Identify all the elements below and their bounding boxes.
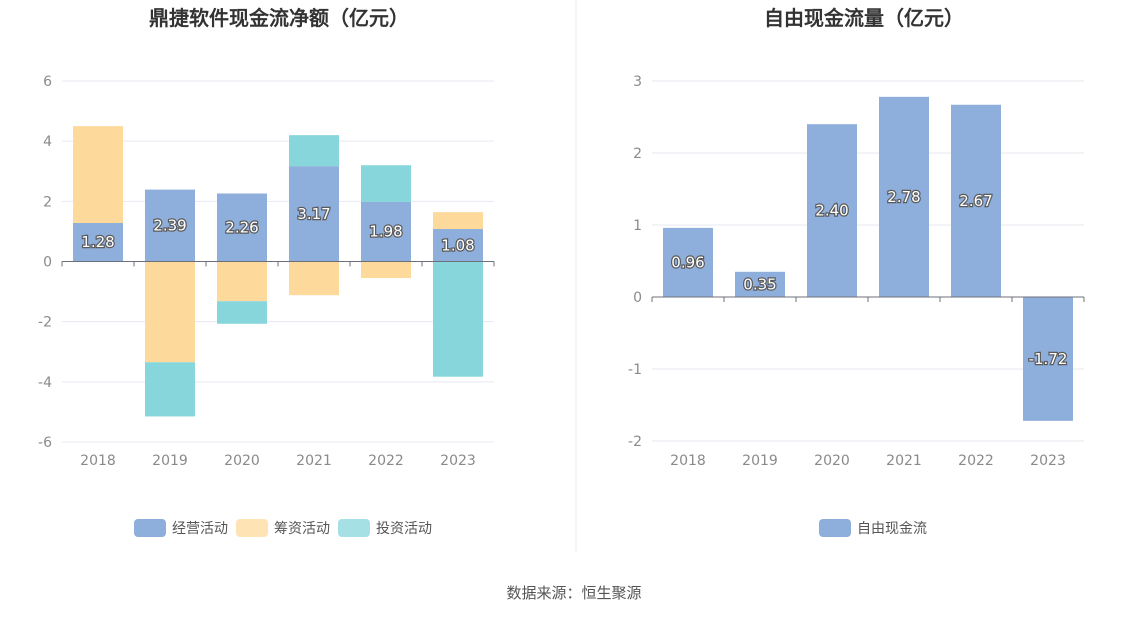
legend-swatch[interactable] [338,519,370,537]
data-label: 2.26 [225,219,258,237]
y-tick-label: 1 [633,218,642,234]
cashflow-net-y-axis: 6 4 2 0 -2 -4 -6 [38,74,52,451]
x-tick-label: 2020 [814,453,850,469]
x-tick-label: 2023 [440,453,476,469]
legend-label[interactable]: 投资活动 [376,521,432,537]
bar-0-2018 [73,222,123,262]
x-tick-label: 2018 [670,453,706,469]
x-tick-label: 2022 [368,453,404,469]
data-label: 1.98 [369,223,402,241]
data-label: 0.96 [671,253,704,271]
y-tick-label: 4 [43,134,52,150]
bar-0-2018 [663,227,713,297]
y-tick-label: -4 [38,375,52,391]
y-tick-label: -1 [628,362,642,378]
bar-2-2023 [433,261,483,377]
legend-label[interactable]: 经营活动 [172,521,228,537]
cashflow-net-x-axis: 2018 2019 2020 2021 2022 2023 [61,261,495,469]
data-label: 1.28 [81,233,114,251]
bar-0-2021 [289,166,339,262]
data-label: 1.08 [441,236,474,254]
bar-0-2019 [735,271,785,297]
y-tick-label: -2 [38,315,52,331]
cashflow-net-data-labels: 1.28 2.39 2.26 3.17 1.98 1.08 [80,204,476,256]
data-label: 2.40 [815,202,848,220]
legend-swatch[interactable] [134,519,166,537]
cashflow-net-chart-title: 鼎捷软件现金流净额（亿元） [149,6,409,30]
data-label: 0.35 [743,275,776,293]
bar-0-2022 [951,104,1001,297]
y-tick-label: 3 [633,74,642,90]
y-tick-label: 6 [43,74,52,90]
x-tick-label: 2018 [80,453,116,469]
bar-0-2019 [145,189,195,262]
data-label: -1.72 [1029,350,1068,368]
y-tick-label: 2 [43,194,52,210]
cashflow-net-grid [62,80,494,443]
bar-0-2021 [879,96,929,297]
x-tick-label: 2021 [886,453,922,469]
bar-0-2023 [433,229,483,262]
bar-0-2023 [1023,297,1073,421]
bar-0-2022 [361,201,411,262]
x-tick-label: 2019 [152,453,188,469]
legend-label[interactable]: 自由现金流 [857,521,927,537]
free-cashflow-bars [663,96,1073,421]
cashflow-net-chart: 鼎捷软件现金流净额（亿元） 6 4 2 0 -2 -4 -6 2018 2019 2020 202… [38,6,495,537]
x-tick-label: 2021 [296,453,332,469]
bar-2-2020 [217,301,267,324]
y-tick-label: 2 [633,146,642,162]
bar-1-2021 [289,261,339,296]
y-tick-label: 0 [43,255,52,271]
y-tick-label: -6 [38,435,52,451]
legend-label[interactable]: 筹资活动 [274,520,330,537]
free-cashflow-legend: 自由现金流 [819,519,927,537]
y-tick-label: -2 [628,434,642,450]
data-label: 2.39 [153,217,186,235]
bar-0-2020 [217,193,267,262]
free-cashflow-x-axis: 2018 2019 2020 2021 2022 2023 [651,296,1085,469]
bar-1-2023 [433,212,483,230]
free-cashflow-y-axis: 3 2 1 0 -1 -2 [628,74,642,450]
free-cashflow-grid [652,80,1084,442]
data-source-note: 数据来源：恒生聚源 [506,584,641,602]
bar-1-2022 [361,261,411,279]
bar-2-2019 [145,362,195,417]
data-label: 3.17 [297,205,330,223]
bar-1-2018 [73,126,123,223]
legend-swatch[interactable] [236,519,268,537]
free-cashflow-chart: 自由现金流量（亿元） 3 2 1 0 -1 -2 2018 2019 2020 2021 2022… [628,6,1085,537]
legend-swatch[interactable] [819,519,851,537]
free-cashflow-chart-title: 自由现金流量（亿元） [764,6,964,30]
data-label: 2.67 [959,192,992,210]
y-tick-label: 0 [633,290,642,306]
cashflow-net-bars [73,126,483,417]
bar-0-2020 [807,124,857,297]
cashflow-net-legend: 经营活动 筹资活动 投资活动 [134,519,432,537]
free-cashflow-data-labels: 0.96 0.35 2.40 2.78 2.67 -1.72 [670,187,1069,369]
bar-2-2021 [289,135,339,167]
bar-1-2020 [217,261,267,302]
data-label: 2.78 [887,188,920,206]
x-tick-label: 2022 [958,453,994,469]
bar-1-2019 [145,261,195,363]
x-tick-label: 2019 [742,453,778,469]
bar-2-2022 [361,165,411,202]
x-tick-label: 2020 [224,453,260,469]
x-tick-label: 2023 [1030,453,1066,469]
